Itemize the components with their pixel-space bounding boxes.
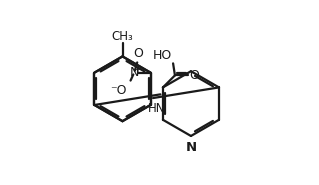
Text: CH₃: CH₃ [112,30,133,43]
Text: +: + [135,65,141,74]
Text: ⁻O: ⁻O [110,84,127,97]
Text: HO: HO [153,49,172,63]
Text: N: N [185,141,197,154]
Text: O: O [190,69,200,82]
Text: N: N [130,66,139,79]
Text: HN: HN [148,102,166,115]
Text: O: O [133,47,143,60]
